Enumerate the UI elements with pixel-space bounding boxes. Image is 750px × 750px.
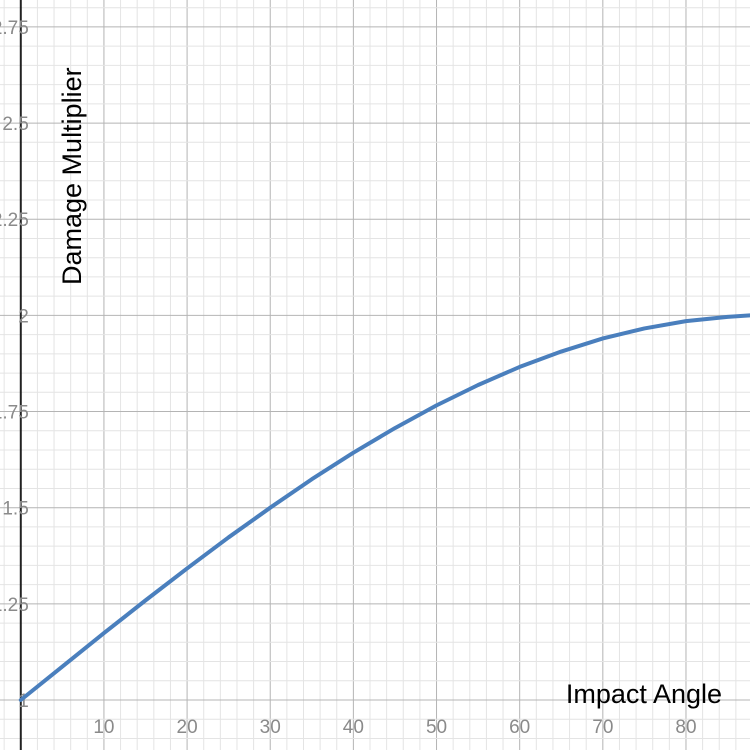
x-tick-label: 60 xyxy=(509,717,530,738)
series-group xyxy=(18,313,750,702)
x-tick-label: 50 xyxy=(426,717,447,738)
x-tick-label: 40 xyxy=(343,717,364,738)
x-tick-label: 70 xyxy=(592,717,613,738)
y-tick-label: 1.75 xyxy=(0,403,29,424)
y-tick-label: 2.75 xyxy=(0,18,29,39)
x-tick-label: 20 xyxy=(177,717,198,738)
x-tick-label: 30 xyxy=(260,717,281,738)
y-tick-label: 2.5 xyxy=(2,114,28,135)
x-axis-label: Impact Angle xyxy=(566,679,722,709)
y-tick-label: 1.5 xyxy=(2,499,28,520)
y-tick-label: 1 xyxy=(18,691,29,712)
y-tick-label: 2.25 xyxy=(0,210,29,231)
series-line xyxy=(18,313,750,702)
x-tick-label: 10 xyxy=(93,717,114,738)
y-axis-label: Damage Multiplier xyxy=(57,67,87,285)
tick-labels: 10 20 30 40 50 60 70 80 1 1.25 1.5 1.75 2 2.25 2.5 2.75 xyxy=(0,18,697,738)
y-tick-label: 1.25 xyxy=(0,595,29,616)
x-tick-label: 80 xyxy=(675,717,696,738)
y-tick-label: 2 xyxy=(18,306,29,327)
